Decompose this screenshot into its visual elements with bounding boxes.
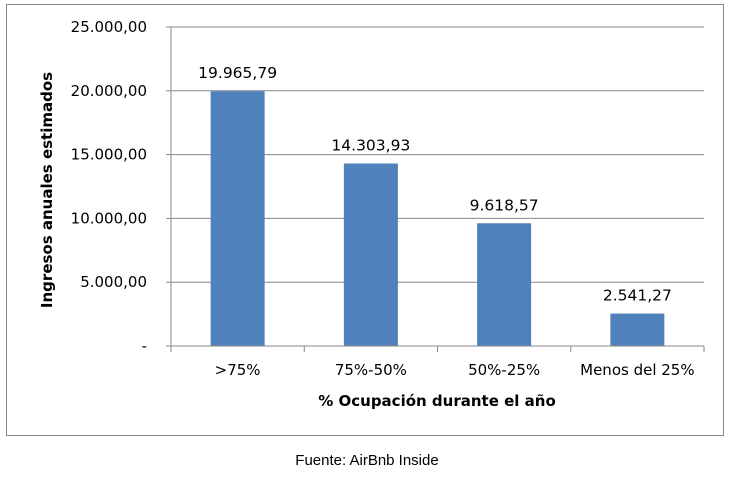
y-tick-label: - <box>142 337 147 355</box>
y-tick-label: 15.000,00 <box>71 146 147 164</box>
y-tick-label: 25.000,00 <box>71 18 147 36</box>
axes <box>170 27 705 352</box>
x-tick-labels: >75% 75%-50% 50%-25% Menos del 25% <box>215 361 695 379</box>
y-tick-label: 10.000,00 <box>71 209 147 227</box>
y-tick-label: 5.000,00 <box>80 273 147 291</box>
bar <box>210 91 265 347</box>
x-tick-label: 75%-50% <box>335 361 407 379</box>
x-tick-label: >75% <box>215 361 261 379</box>
bar <box>343 163 398 346</box>
bar-chart: - 5.000,00 10.000,00 15.000,00 20.000,00 25.0… <box>38 18 705 410</box>
y-axis-title: Ingresos anuales estimados <box>38 72 56 308</box>
source-note: Fuente: AirBnb Inside <box>295 452 439 469</box>
x-axis-title: % Ocupación durante el año <box>318 392 556 410</box>
x-tick-label: 50%-25% <box>468 361 540 379</box>
y-tick-labels: - 5.000,00 10.000,00 15.000,00 20.000,00 25.0… <box>71 18 147 355</box>
y-tick-label: 20.000,00 <box>71 82 147 100</box>
data-label: 14.303,93 <box>331 136 410 154</box>
chart-frame <box>6 4 724 436</box>
bar <box>477 223 532 346</box>
data-labels: 19.965,79 14.303,93 9.618,57 2.541,27 <box>198 64 672 304</box>
data-label: 19.965,79 <box>198 64 277 82</box>
bar <box>610 313 665 346</box>
bars <box>210 91 665 347</box>
data-label: 2.541,27 <box>603 287 672 305</box>
data-label: 9.618,57 <box>470 196 539 214</box>
x-tick-label: Menos del 25% <box>580 361 694 379</box>
